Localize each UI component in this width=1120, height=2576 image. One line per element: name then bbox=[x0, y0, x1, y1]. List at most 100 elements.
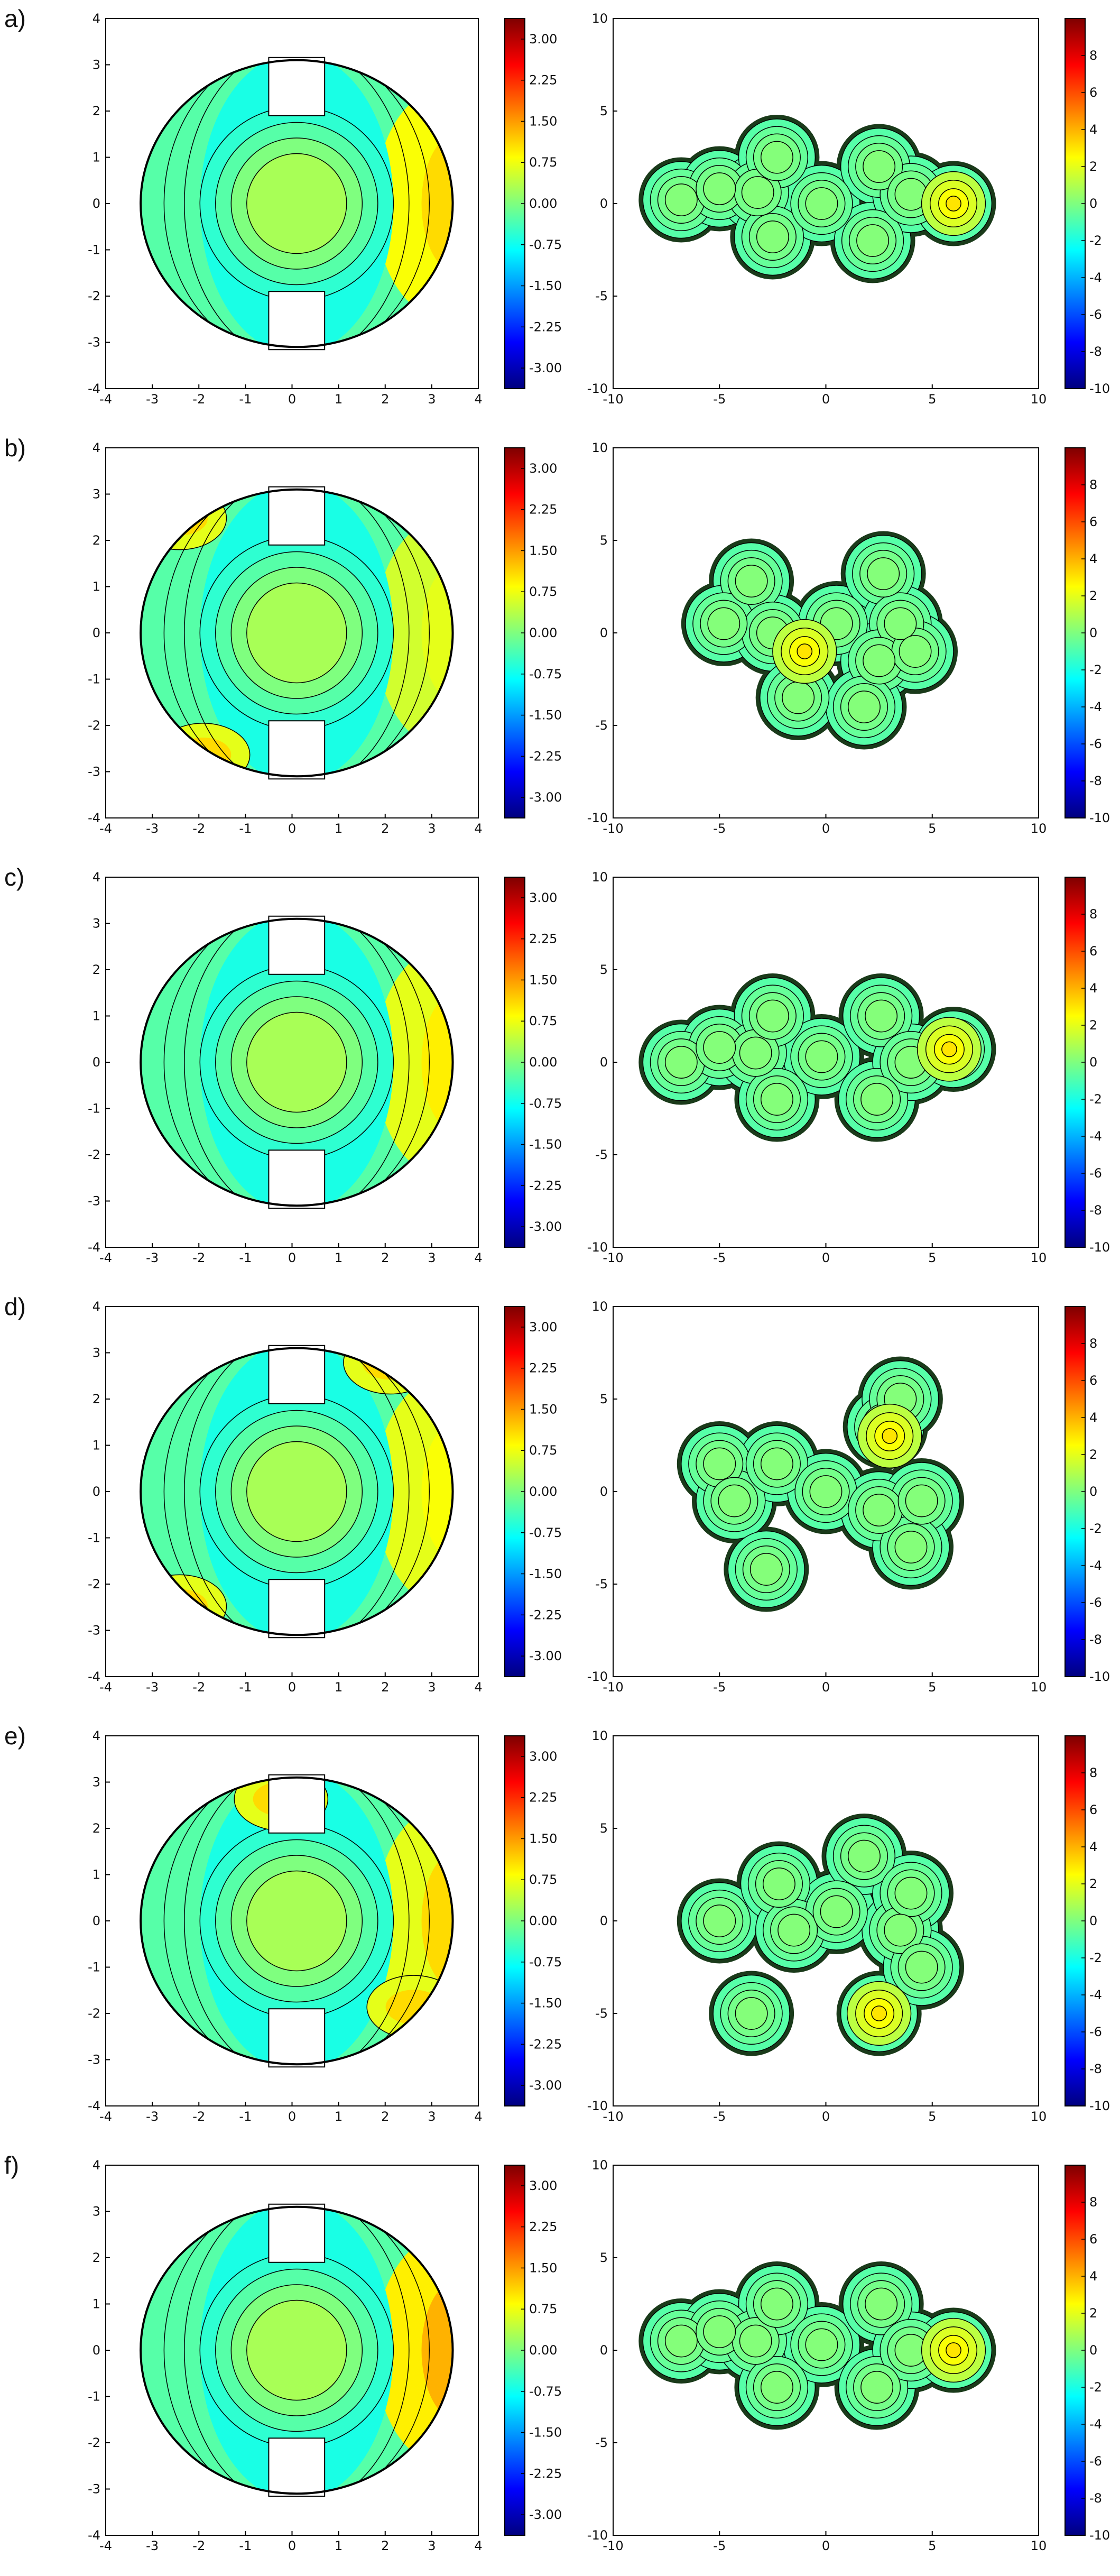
contour-line bbox=[163, 918, 430, 1206]
y-tick-label: 10 bbox=[591, 440, 608, 455]
y-tick-label: 4 bbox=[92, 870, 100, 885]
y-tick-label: -1 bbox=[88, 1101, 100, 1116]
x-tick-label: 5 bbox=[928, 2538, 936, 2553]
colorbar-tick-label: -6 bbox=[1089, 307, 1102, 322]
y-tick-label: -5 bbox=[595, 289, 608, 303]
colorbar-tick-label: -1.50 bbox=[529, 1996, 562, 2011]
bubble-ring bbox=[865, 2287, 898, 2321]
bubble-ring bbox=[703, 1905, 736, 1937]
x-tick-label: -2 bbox=[192, 1680, 205, 1695]
colorbar-tick-label: -8 bbox=[1089, 2491, 1102, 2506]
colorbar-tick-label: -6 bbox=[1089, 737, 1102, 751]
x-tick-label: -3 bbox=[146, 2538, 159, 2553]
colorbar-tick-label: 0.75 bbox=[529, 1872, 557, 1887]
colorbar-tick-label: 0 bbox=[1089, 625, 1097, 640]
colorbar-tick-label: 3.00 bbox=[529, 461, 557, 476]
left-contour-chart: -4 -3 -2 -1 0 1 2 3 4 -4 -3 -2 -1 0 1 2 3 4 3.00 2.25 1.50 0.… bbox=[88, 1299, 562, 1695]
bubble-ring bbox=[905, 1951, 938, 1984]
y-tick-label: 10 bbox=[591, 1299, 608, 1314]
contour-line bbox=[163, 2206, 430, 2494]
colorbar-tick-label: 6 bbox=[1089, 514, 1097, 529]
colorbar-tick-label: -10 bbox=[1089, 381, 1110, 396]
colorbar-tick-label: -2.25 bbox=[529, 1607, 562, 1622]
y-tick-label: 4 bbox=[92, 1299, 100, 1314]
notch-top bbox=[268, 1774, 326, 1834]
colorbar-tick-label: -4 bbox=[1089, 700, 1102, 714]
contour-band bbox=[421, 132, 453, 275]
colorbar-tick-label: -3.00 bbox=[529, 1649, 562, 1663]
colorbar-tick-label: 2 bbox=[1089, 2306, 1097, 2321]
y-tick-label: -4 bbox=[88, 1669, 100, 1684]
contour-band bbox=[421, 561, 453, 705]
contour-band bbox=[151, 501, 208, 536]
x-tick-label: -1 bbox=[239, 2109, 252, 2124]
colorbar-tick-label: 6 bbox=[1089, 1373, 1097, 1388]
x-tick-label: -4 bbox=[99, 821, 112, 836]
contour-band bbox=[175, 738, 232, 772]
x-tick-label: -4 bbox=[99, 1250, 112, 1265]
y-tick-label: 4 bbox=[92, 2158, 100, 2173]
y-tick-label: -2 bbox=[88, 2435, 100, 2450]
colorbar-tick-label: -3.00 bbox=[529, 1219, 562, 1234]
colorbar-tick-label: 2.25 bbox=[529, 1790, 557, 1805]
colorbar-tick-label: 3.00 bbox=[529, 890, 557, 905]
y-tick-label: 10 bbox=[591, 1728, 608, 1743]
x-tick-label: 0 bbox=[288, 1250, 296, 1265]
colorbar-tick-label: -2.25 bbox=[529, 2466, 562, 2481]
bubble-ring bbox=[782, 681, 815, 714]
disc-outline bbox=[140, 1347, 454, 1636]
y-tick-label: -3 bbox=[88, 335, 100, 350]
x-tick-label: 4 bbox=[474, 1250, 482, 1265]
x-tick-label: 0 bbox=[822, 1250, 830, 1265]
bubble-ring bbox=[756, 220, 789, 253]
colorbar-tick-label: -3.00 bbox=[529, 361, 562, 375]
contour-line bbox=[184, 60, 410, 347]
bubble-ring bbox=[760, 1447, 793, 1480]
colorbar-tick-label: -1.50 bbox=[529, 1567, 562, 1581]
y-tick-label: 0 bbox=[92, 2343, 100, 2358]
x-tick-label: 4 bbox=[474, 2109, 482, 2124]
y-tick-label: -4 bbox=[88, 2099, 100, 2113]
bubble-ring bbox=[703, 2315, 736, 2348]
x-tick-label: -5 bbox=[713, 2538, 726, 2553]
contour-band bbox=[151, 1589, 208, 1624]
colorbar-tick-label: -0.75 bbox=[529, 667, 562, 682]
contour-line bbox=[184, 918, 410, 1206]
y-tick-label: -5 bbox=[595, 2006, 608, 2021]
x-tick-label: 0 bbox=[822, 2538, 830, 2553]
right-contour-chart: -10 -5 0 5 10 -10 -5 0 5 10 8 6 4 2 0 -2 -4 -6 -8 -10 bbox=[587, 11, 1110, 407]
bubble-ring bbox=[820, 1895, 853, 1928]
contour-ring bbox=[246, 1870, 347, 1972]
colorbar-tick-label: -10 bbox=[1089, 1240, 1110, 1255]
colorbar-tick-label: 0.75 bbox=[529, 584, 557, 599]
x-tick-label: 1 bbox=[335, 392, 343, 407]
colorbar-tick-label: 1.50 bbox=[529, 2260, 557, 2275]
bubble-ring bbox=[664, 2324, 698, 2358]
x-tick-label: 4 bbox=[474, 821, 482, 836]
x-tick-label: -3 bbox=[146, 1680, 159, 1695]
colorbar-tick-label: -2 bbox=[1089, 1521, 1102, 1536]
colorbar-tick-label: -1.50 bbox=[529, 1137, 562, 1152]
x-tick-label: 5 bbox=[928, 392, 936, 407]
y-tick-label: 1 bbox=[92, 579, 100, 594]
y-tick-label: 3 bbox=[92, 916, 100, 931]
colorbar-tick-label: -8 bbox=[1089, 2062, 1102, 2076]
contour-ring bbox=[246, 1441, 347, 1542]
x-tick-label: 2 bbox=[381, 1680, 389, 1695]
x-tick-label: 10 bbox=[1031, 392, 1047, 407]
x-tick-label: 2 bbox=[381, 2109, 389, 2124]
colorbar-tick-label: 0.75 bbox=[529, 1443, 557, 1458]
colorbar-tick-label: -8 bbox=[1089, 344, 1102, 359]
contour-line bbox=[163, 1348, 430, 1635]
panel-label: b) bbox=[4, 434, 26, 462]
bubble-ring bbox=[664, 183, 698, 216]
y-tick-label: -2 bbox=[88, 718, 100, 733]
bubble-ring bbox=[884, 607, 917, 640]
x-tick-label: 0 bbox=[288, 2109, 296, 2124]
bubble-ring bbox=[760, 2371, 793, 2404]
bubble-ring bbox=[703, 172, 736, 205]
y-tick-label: 3 bbox=[92, 2204, 100, 2219]
x-tick-label: -10 bbox=[603, 1250, 623, 1265]
x-tick-label: -3 bbox=[146, 1250, 159, 1265]
y-tick-label: -3 bbox=[88, 1194, 100, 1209]
